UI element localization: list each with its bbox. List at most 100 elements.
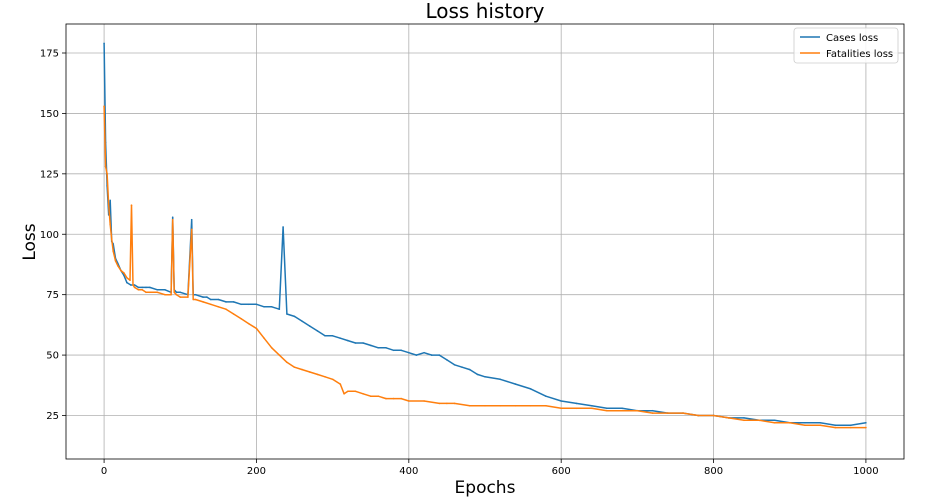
data-point-fatalities: [117, 264, 119, 267]
y-tick-label: 50: [46, 351, 59, 362]
data-point-cases: [232, 301, 235, 303]
data-point-cases: [819, 422, 821, 424]
data-point-cases: [240, 303, 242, 306]
plot-lines: [103, 42, 867, 429]
data-point-fatalities: [712, 414, 715, 417]
data-point-fatalities: [590, 407, 593, 410]
data-point-fatalities: [192, 298, 194, 301]
data-point-cases: [484, 376, 486, 378]
data-point-fatalities: [309, 371, 311, 373]
data-point-cases: [293, 315, 296, 318]
data-point-cases: [849, 424, 852, 427]
data-point-fatalities: [270, 347, 273, 349]
data-point-cases: [834, 424, 837, 427]
y-tick-label: 25: [46, 411, 59, 422]
data-point-cases: [385, 347, 387, 349]
data-point-fatalities: [137, 289, 140, 291]
data-point-fatalities: [392, 397, 395, 400]
data-point-fatalities: [469, 405, 471, 407]
data-point-cases: [392, 349, 395, 352]
data-point-cases: [270, 306, 273, 308]
plot-area-frame: [65, 23, 905, 460]
data-point-fatalities: [286, 361, 288, 364]
data-point-cases: [743, 417, 745, 419]
data-point-fatalities: [743, 419, 745, 422]
data-point-fatalities: [156, 291, 159, 294]
data-point-fatalities: [606, 409, 608, 412]
data-point-cases: [324, 335, 326, 337]
data-point-cases: [206, 296, 208, 298]
data-point-cases: [331, 335, 334, 337]
y-tick-label: 175: [40, 49, 59, 60]
data-point-cases: [109, 199, 111, 202]
data-point-cases: [651, 409, 654, 412]
data-point-cases: [130, 284, 132, 286]
data-point-fatalities: [240, 318, 242, 320]
data-point-cases: [446, 359, 448, 361]
y-axis: 25 50 75 100 125 150 175: [40, 49, 66, 422]
data-point-fatalities: [123, 272, 125, 274]
data-point-cases: [430, 354, 433, 356]
data-point-fatalities: [171, 218, 174, 221]
x-tick-label: 200: [247, 466, 266, 477]
data-point-cases: [804, 422, 806, 424]
data-point-fatalities: [423, 400, 425, 402]
data-point-fatalities: [133, 286, 136, 289]
data-point-cases: [175, 291, 178, 294]
data-point-fatalities: [354, 390, 357, 393]
y-tick-label: 150: [40, 109, 59, 120]
data-point-fatalities: [141, 289, 143, 291]
x-axis: 0 200 400 600 800 1000: [101, 459, 879, 477]
grid: [66, 24, 904, 459]
y-axis-title: Loss: [20, 223, 40, 260]
data-point-fatalities: [438, 402, 441, 405]
data-point-fatalities: [621, 409, 623, 412]
data-point-fatalities: [453, 402, 456, 405]
data-point-fatalities: [385, 397, 387, 400]
data-point-fatalities: [175, 293, 178, 296]
data-point-fatalities: [369, 395, 372, 398]
data-point-fatalities: [865, 426, 867, 429]
data-point-fatalities: [190, 228, 193, 231]
series-line-cases: [103, 43, 867, 426]
data-point-fatalities: [132, 284, 134, 286]
data-point-fatalities: [164, 293, 166, 296]
y-tick-label: 100: [40, 230, 59, 241]
data-point-cases: [171, 216, 174, 219]
data-point-cases: [400, 349, 403, 352]
data-point-cases: [255, 303, 258, 306]
data-point-fatalities: [682, 412, 684, 414]
chart-title: Loss history: [425, 0, 544, 23]
data-point-cases: [423, 351, 425, 354]
data-point-fatalities: [667, 412, 669, 414]
data-point-cases: [209, 298, 212, 301]
data-point-cases: [415, 354, 418, 356]
data-point-cases: [133, 284, 136, 286]
data-point-cases: [278, 308, 281, 311]
data-point-fatalities: [849, 426, 852, 429]
data-point-cases: [149, 286, 151, 289]
data-point-cases: [461, 366, 463, 369]
data-point-fatalities: [819, 424, 821, 427]
data-point-cases: [286, 313, 288, 315]
data-point-fatalities: [130, 204, 133, 206]
data-point-cases: [309, 325, 311, 327]
data-point-cases: [156, 289, 159, 291]
data-point-cases: [865, 422, 867, 424]
data-point-fatalities: [170, 293, 172, 296]
data-point-fatalities: [343, 393, 345, 395]
x-tick-label: 800: [704, 466, 723, 477]
data-point-fatalities: [225, 308, 227, 311]
data-point-fatalities: [263, 337, 265, 340]
data-point-fatalities: [560, 407, 562, 410]
data-point-cases: [476, 373, 479, 376]
data-point-fatalities: [209, 303, 212, 306]
data-point-cases: [453, 364, 456, 366]
data-point-cases: [590, 405, 593, 407]
data-point-fatalities: [408, 400, 410, 402]
data-point-fatalities: [149, 291, 151, 294]
data-point-fatalities: [255, 327, 258, 330]
data-point-cases: [137, 286, 140, 289]
data-point-fatalities: [636, 409, 639, 412]
